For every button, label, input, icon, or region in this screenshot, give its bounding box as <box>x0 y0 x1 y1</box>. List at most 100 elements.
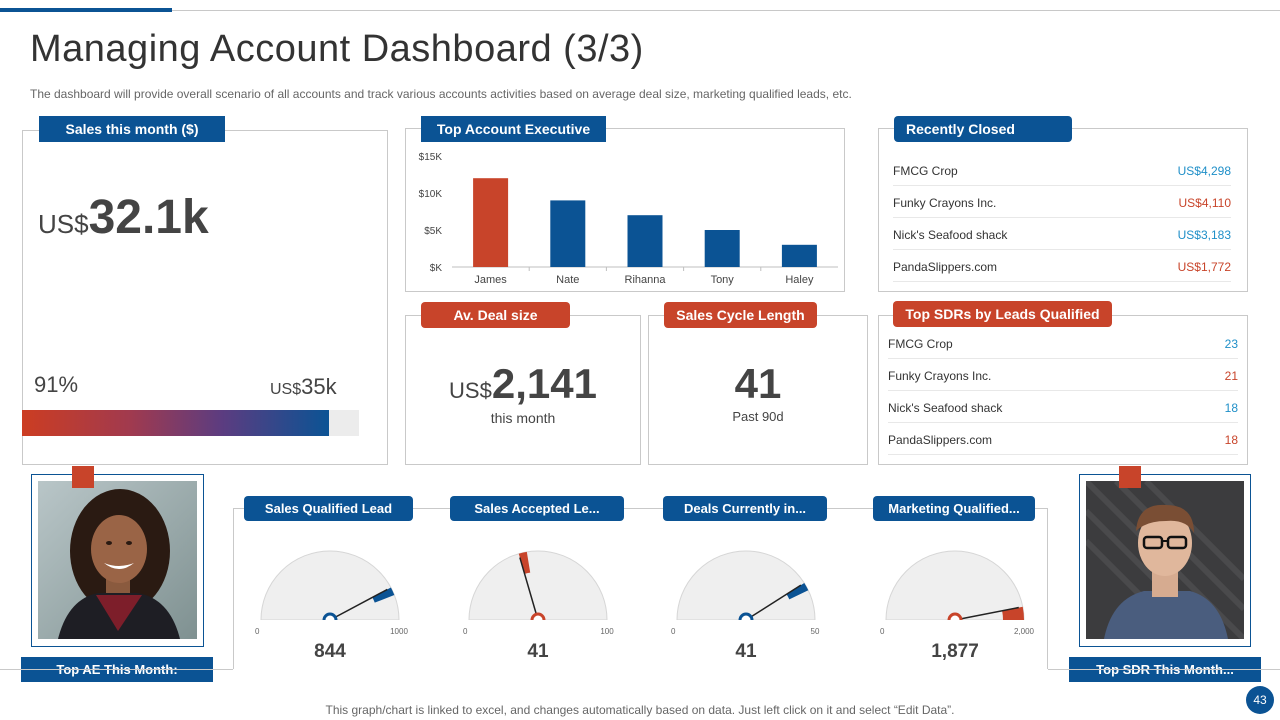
gauge-value: 844 <box>314 641 346 662</box>
sales-month-value: 32.1k <box>88 191 209 244</box>
gauge-face <box>885 550 1025 621</box>
list-item-value: US$1,772 <box>1177 260 1231 274</box>
gauge-label: Deals Currently in... <box>663 496 827 521</box>
sales-month-panel <box>22 130 388 465</box>
top-sdr-photo <box>1086 481 1244 639</box>
sales-progress-track <box>22 410 359 436</box>
gauge-min-label: 0 <box>671 627 676 636</box>
page-number: 43 <box>1246 686 1274 714</box>
gauge-max-label: 50 <box>810 627 820 636</box>
deal-size-caption: this month <box>490 410 556 426</box>
x-tick-label: Tony <box>711 274 735 286</box>
gauge-band <box>786 583 809 600</box>
y-tick-label: $15K <box>419 152 443 163</box>
gauge-band <box>518 551 531 574</box>
gauge-value: 41 <box>735 641 757 662</box>
sales-month-percent: 91% <box>34 372 79 397</box>
recently-closed-label: Recently Closed <box>894 116 1072 142</box>
x-tick-label: James <box>474 274 507 286</box>
gauge-value: 1,877 <box>931 641 979 662</box>
gauge-mask <box>870 620 1040 630</box>
gauge-label: Sales Accepted Le... <box>450 496 624 521</box>
gauge-mask <box>245 620 415 630</box>
page-title: Managing Account Dashboard (3/3) <box>30 28 644 70</box>
recently-closed-panel <box>878 128 1248 292</box>
list-item-value: 18 <box>1224 433 1238 447</box>
list-item-name: Nick's Seafood shack <box>888 401 1003 415</box>
list-item-value: 23 <box>1224 337 1238 351</box>
list-item: Funky Crayons Inc. US$4,110 <box>893 186 1231 218</box>
man-portrait-icon <box>1086 481 1244 639</box>
sales-progress-fill <box>22 410 329 436</box>
gauge-chart <box>245 550 415 630</box>
x-tick-label: Rihanna <box>625 274 667 286</box>
gauge-band <box>372 587 395 603</box>
header-accent-bar <box>0 8 172 12</box>
footer-note: This graph/chart is linked to excel, and… <box>325 703 955 717</box>
gauge-max-label: 2,000 <box>1013 627 1035 636</box>
sales-month-label: Sales this month ($) <box>39 116 225 142</box>
top-ae-label: Top Account Executive <box>421 116 606 142</box>
recently-closed-list: FMCG Crop US$4,298 Funky Crayons Inc. US$4,… <box>893 154 1231 282</box>
list-item-name: PandaSlippers.com <box>893 260 998 274</box>
top-sdr-photo-tab <box>1119 466 1141 488</box>
list-item-name: Funky Crayons Inc. <box>893 196 997 210</box>
gauge-max-label: 1000 <box>390 627 408 636</box>
gauge-min-label: 0 <box>463 627 468 636</box>
deal-size-currency: US$ <box>449 378 492 403</box>
list-item: Nick's Seafood shack 18 <box>888 391 1238 423</box>
gauge-min-label: 0 <box>880 627 885 636</box>
y-tick-label: $10K <box>419 189 443 200</box>
gauges-panel <box>233 508 1048 669</box>
sales-month-amount: US$32.1k <box>38 190 209 245</box>
top-ae-photo-tab <box>72 466 94 488</box>
gauge-chart <box>453 550 623 630</box>
bar-tony <box>704 230 740 267</box>
top-sdrs-list: FMCG Crop 23 Funky Crayons Inc. 21 Nick's Se… <box>888 327 1238 455</box>
list-item-name: FMCG Crop <box>888 337 953 351</box>
gauge-label: Marketing Qualified... <box>873 496 1035 521</box>
gauge-mask <box>661 620 831 630</box>
gauge-max-label: 100 <box>600 627 614 636</box>
gauge-chart <box>870 550 1040 630</box>
top-ae-chart: $K $5K $10K $15K James Nate Rihanna Tony Haley <box>419 152 838 286</box>
deal-size-panel <box>405 315 641 465</box>
bar-rihanna <box>627 215 663 267</box>
bar-nate <box>550 200 586 267</box>
gauge-chart <box>661 550 831 630</box>
sales-target-value: 35k <box>301 374 337 399</box>
list-item-name: Nick's Seafood shack <box>893 228 1008 242</box>
x-tick-label: Nate <box>556 274 579 286</box>
x-tick-label: Haley <box>785 274 814 286</box>
woman-portrait-icon <box>38 481 197 639</box>
gauge-face <box>676 550 816 621</box>
list-item-name: FMCG Crop <box>893 164 958 178</box>
cycle-value: 41 <box>734 360 782 407</box>
list-item-value: 21 <box>1224 369 1238 383</box>
sales-month-currency: US$ <box>38 209 89 239</box>
gauge-needle <box>329 588 388 621</box>
list-item: FMCG Crop 23 <box>888 327 1238 359</box>
list-item-name: Funky Crayons Inc. <box>888 369 992 383</box>
gauge-needle <box>954 606 1019 621</box>
list-item-name: PandaSlippers.com <box>888 433 993 447</box>
top-sdrs-label: Top SDRs by Leads Qualified <box>893 301 1112 327</box>
sales-month-target: US$35k <box>270 374 337 400</box>
list-item: PandaSlippers.com 18 <box>888 423 1238 455</box>
cycle-caption: Past 90d <box>732 409 784 424</box>
bar-haley <box>781 244 817 267</box>
bottom-divider-left <box>0 669 233 670</box>
list-item: PandaSlippers.com US$1,772 <box>893 250 1231 282</box>
gauge-face <box>260 550 400 621</box>
list-item: Funky Crayons Inc. 21 <box>888 359 1238 391</box>
gauge-mask <box>453 620 623 630</box>
list-item-value: US$4,110 <box>1178 196 1231 210</box>
list-item-value: 18 <box>1224 401 1238 415</box>
header-divider <box>0 10 1280 11</box>
deal-size-value: 2,141 <box>491 360 597 407</box>
deal-size-amount: US$2,141 <box>405 360 641 408</box>
gauge-face <box>468 550 608 621</box>
gauge-needle <box>519 557 539 621</box>
list-item-value: US$3,183 <box>1177 228 1231 242</box>
list-item-value: US$4,298 <box>1177 164 1231 178</box>
